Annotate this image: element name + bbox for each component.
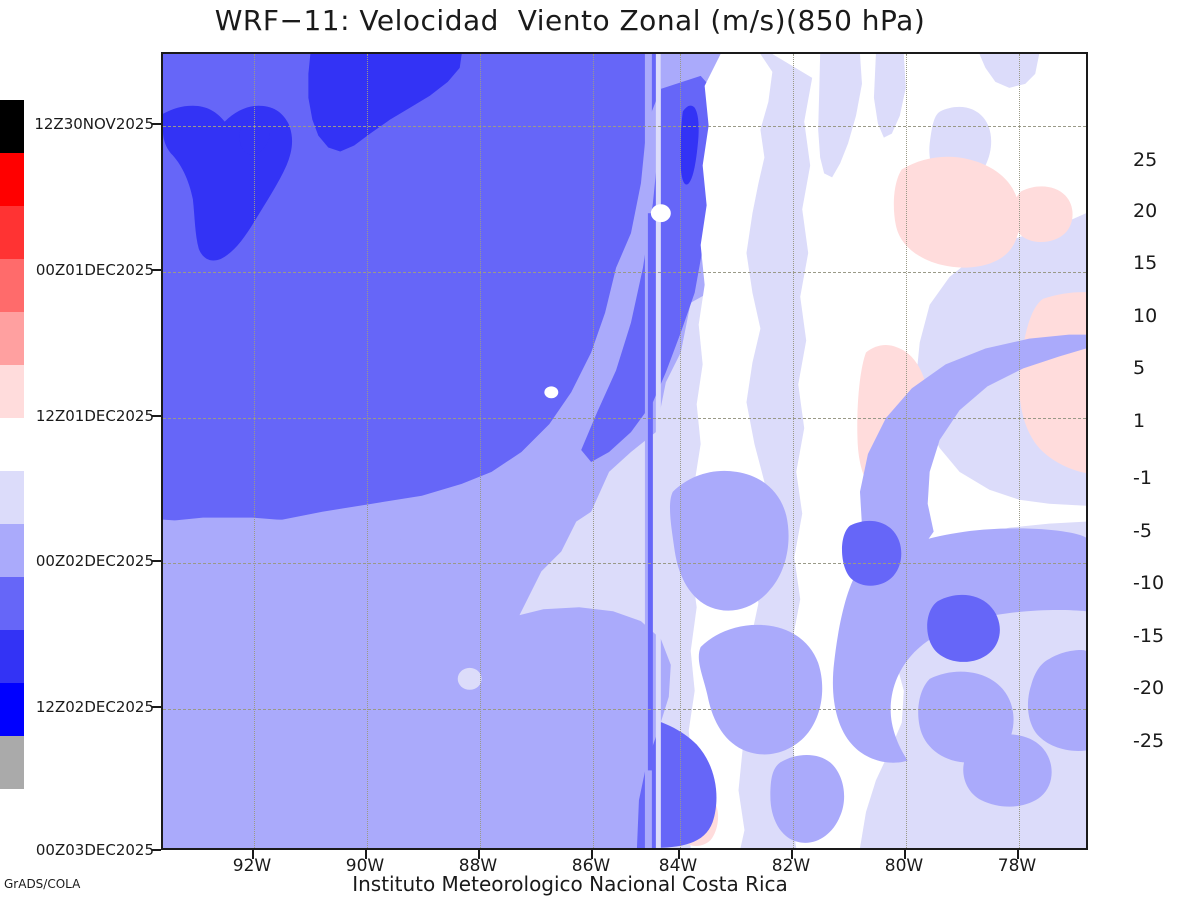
x-tick-label: 86W: [571, 856, 611, 876]
colorbar-band-20-25: [0, 153, 24, 206]
colorbar-band-10-15: [0, 259, 24, 312]
y-tick-label: 00Z02DEC2025: [35, 552, 154, 570]
y-tick: [152, 415, 161, 417]
y-tick-label: 12Z01DEC2025: [35, 407, 154, 425]
colorbar-tick-label: 1: [1133, 410, 1146, 432]
x-tick-label: 90W: [345, 856, 385, 876]
colorbar-tick-label: 25: [1133, 149, 1158, 171]
colorbar-band-minus20-minus15: [0, 630, 24, 683]
chart-title: WRF−11: Velocidad Viento Zonal (m/s)(850…: [214, 4, 926, 37]
colorbar-tick-label: -25: [1133, 730, 1165, 752]
footer-institution: Instituto Meteorologico Nacional Costa R…: [352, 872, 788, 896]
x-tick-label: 88W: [458, 856, 498, 876]
x-tick: [904, 850, 906, 859]
colorbar-band-5-10: [0, 312, 24, 365]
colorbar-tick-label: -15: [1133, 625, 1165, 647]
y-tick-label: 00Z03DEC2025: [35, 841, 154, 859]
colorbar-band-minus15-minus10: [0, 577, 24, 630]
colorbar-band-gt25: [0, 100, 24, 153]
footer-credit-grads: GrADS/COLA: [4, 877, 81, 891]
colorbar-tick-label: 15: [1133, 252, 1158, 274]
y-tick: [152, 706, 161, 708]
colorbar-band-lt-minus25: [0, 736, 24, 789]
y-tick-label: 12Z02DEC2025: [35, 698, 154, 716]
colorbar-tick-label: 10: [1133, 305, 1158, 327]
x-tick: [678, 850, 680, 859]
x-tick-label: 84W: [658, 856, 698, 876]
colorbar-band-minus10-minus5: [0, 524, 24, 577]
colorbar-tick-label: -20: [1133, 677, 1165, 699]
colorbar-band-minus25-minus20: [0, 683, 24, 736]
colorbar-tick-label: 5: [1133, 357, 1146, 379]
colorbar-tick-label: -10: [1133, 572, 1165, 594]
contour-field: [163, 54, 1086, 848]
x-tick: [791, 850, 793, 859]
colorbar-band-minus5-minus1: [0, 471, 24, 524]
y-tick-label: 00Z01DEC2025: [35, 261, 154, 279]
y-tick: [152, 849, 161, 851]
colorbar-tick-label: 20: [1133, 200, 1158, 222]
x-tick: [1017, 850, 1019, 859]
x-tick: [252, 850, 254, 859]
plot-area: [161, 52, 1088, 850]
x-tick: [478, 850, 480, 859]
colorbar-tick-label: -5: [1133, 520, 1152, 542]
x-tick-label: 80W: [884, 856, 924, 876]
x-tick-label: 82W: [771, 856, 811, 876]
x-tick: [591, 850, 593, 859]
y-tick: [152, 269, 161, 271]
y-tick: [152, 560, 161, 562]
x-tick: [365, 850, 367, 859]
x-tick-label: 92W: [232, 856, 272, 876]
x-tick-label: 78W: [997, 856, 1037, 876]
y-tick-label: 12Z30NOV2025: [34, 115, 154, 133]
colorbar-tick-label: -1: [1133, 467, 1152, 489]
y-tick: [152, 123, 161, 125]
colorbar-band-15-20: [0, 206, 24, 259]
colorbar-band-1-5: [0, 365, 24, 418]
